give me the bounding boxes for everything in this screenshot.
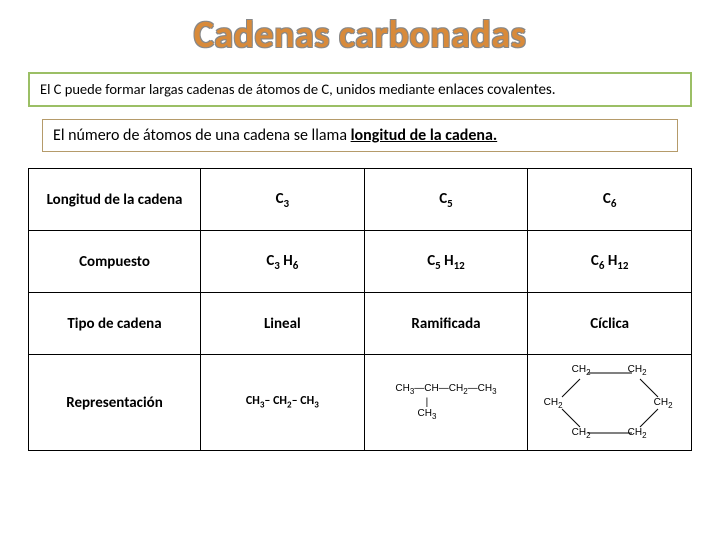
chain-table: Longitud de la cadena C3 C5 C6 Compuesto… bbox=[28, 168, 692, 451]
t: 6 bbox=[293, 259, 299, 272]
t: – bbox=[292, 394, 298, 408]
t: H bbox=[444, 252, 453, 270]
box2-text: El número de átomos de una cadena se lla… bbox=[53, 126, 351, 145]
cell-c5-len: C5 bbox=[364, 169, 528, 231]
cell-c3-comp: C3 H6 bbox=[201, 231, 365, 293]
t: CH bbox=[273, 394, 287, 408]
t: H bbox=[608, 252, 617, 270]
cell-c6-comp: C6 H12 bbox=[528, 231, 692, 293]
c3-len-sym: C bbox=[276, 190, 284, 208]
t: – bbox=[264, 394, 270, 408]
t: 5 bbox=[435, 259, 441, 272]
cell-c5-comp: C5 H12 bbox=[364, 231, 528, 293]
t: 3 bbox=[314, 400, 319, 411]
table-row: Compuesto C3 H6 C5 H12 C6 H12 bbox=[29, 231, 692, 293]
page-title: Cadenas carbonadas bbox=[28, 12, 692, 58]
t: 2 bbox=[463, 387, 467, 396]
t: CH bbox=[424, 383, 438, 394]
t: CH bbox=[478, 383, 492, 394]
t: C bbox=[427, 252, 435, 270]
table-row: Longitud de la cadena C3 C5 C6 bbox=[29, 169, 692, 231]
c6-len-sub: 6 bbox=[611, 197, 617, 210]
table-row: Representación CH3– CH2– CH3 CH3—CH—CH2—… bbox=[29, 355, 692, 451]
c3-len-sub: 3 bbox=[284, 197, 290, 210]
info-box-2: El número de átomos de una cadena se lla… bbox=[42, 119, 678, 152]
header-representacion: Representación bbox=[29, 355, 201, 451]
c6-len-sym: C bbox=[603, 190, 611, 208]
t: CH bbox=[572, 364, 586, 375]
t: 3 bbox=[274, 259, 280, 272]
t: 2 bbox=[586, 368, 590, 377]
header-compuesto: Compuesto bbox=[29, 231, 201, 293]
t: C bbox=[591, 252, 599, 270]
cell-c5-tipo: Ramificada bbox=[364, 293, 528, 355]
t: 3 bbox=[432, 412, 436, 421]
t: 2 bbox=[586, 431, 590, 440]
cell-c6-tipo: Cíclica bbox=[528, 293, 692, 355]
t: CH bbox=[300, 394, 314, 408]
table-row: Tipo de cadena Lineal Ramificada Cíclica bbox=[29, 293, 692, 355]
branched-formula: CH3—CH—CH2—CH3 | CH3 bbox=[365, 383, 528, 422]
header-longitud: Longitud de la cadena bbox=[29, 169, 201, 231]
info-box-1: El C puede formar largas cadenas de átom… bbox=[28, 72, 692, 107]
t: CH bbox=[246, 394, 260, 408]
t: CH bbox=[395, 383, 409, 394]
t: 2 bbox=[642, 431, 646, 440]
t: 2 bbox=[668, 401, 672, 410]
t: CH bbox=[544, 397, 558, 408]
t: CH bbox=[628, 427, 642, 438]
box1-text: El C puede formar largas cadenas de átom… bbox=[40, 80, 438, 98]
t: CH bbox=[572, 427, 586, 438]
cell-c6-len: C6 bbox=[528, 169, 692, 231]
t: CH bbox=[654, 397, 668, 408]
t: 3 bbox=[410, 387, 414, 396]
t: 2 bbox=[642, 368, 646, 377]
c5-len-sym: C bbox=[439, 190, 447, 208]
header-tipo: Tipo de cadena bbox=[29, 293, 201, 355]
t: 12 bbox=[617, 259, 628, 272]
cell-c3-tipo: Lineal bbox=[201, 293, 365, 355]
t: 6 bbox=[599, 259, 605, 272]
box2-underline: longitud de la cadena. bbox=[351, 126, 498, 145]
cell-c6-rep: CH2 CH2 CH2 CH2 CH2 CH2 bbox=[528, 355, 692, 451]
t: CH bbox=[449, 383, 463, 394]
t: H bbox=[283, 252, 292, 270]
t: 2 bbox=[558, 401, 562, 410]
t: 3 bbox=[492, 387, 496, 396]
t: CH bbox=[628, 364, 642, 375]
cell-c5-rep: CH3—CH—CH2—CH3 | CH3 bbox=[364, 355, 528, 451]
cell-c3-len: C3 bbox=[201, 169, 365, 231]
box1-emphasis: enlaces covalentes. bbox=[438, 81, 555, 99]
t: 12 bbox=[454, 259, 465, 272]
t: CH bbox=[418, 408, 432, 419]
cyclic-formula: CH2 CH2 CH2 CH2 CH2 CH2 bbox=[540, 361, 680, 445]
c5-len-sub: 5 bbox=[447, 197, 453, 210]
